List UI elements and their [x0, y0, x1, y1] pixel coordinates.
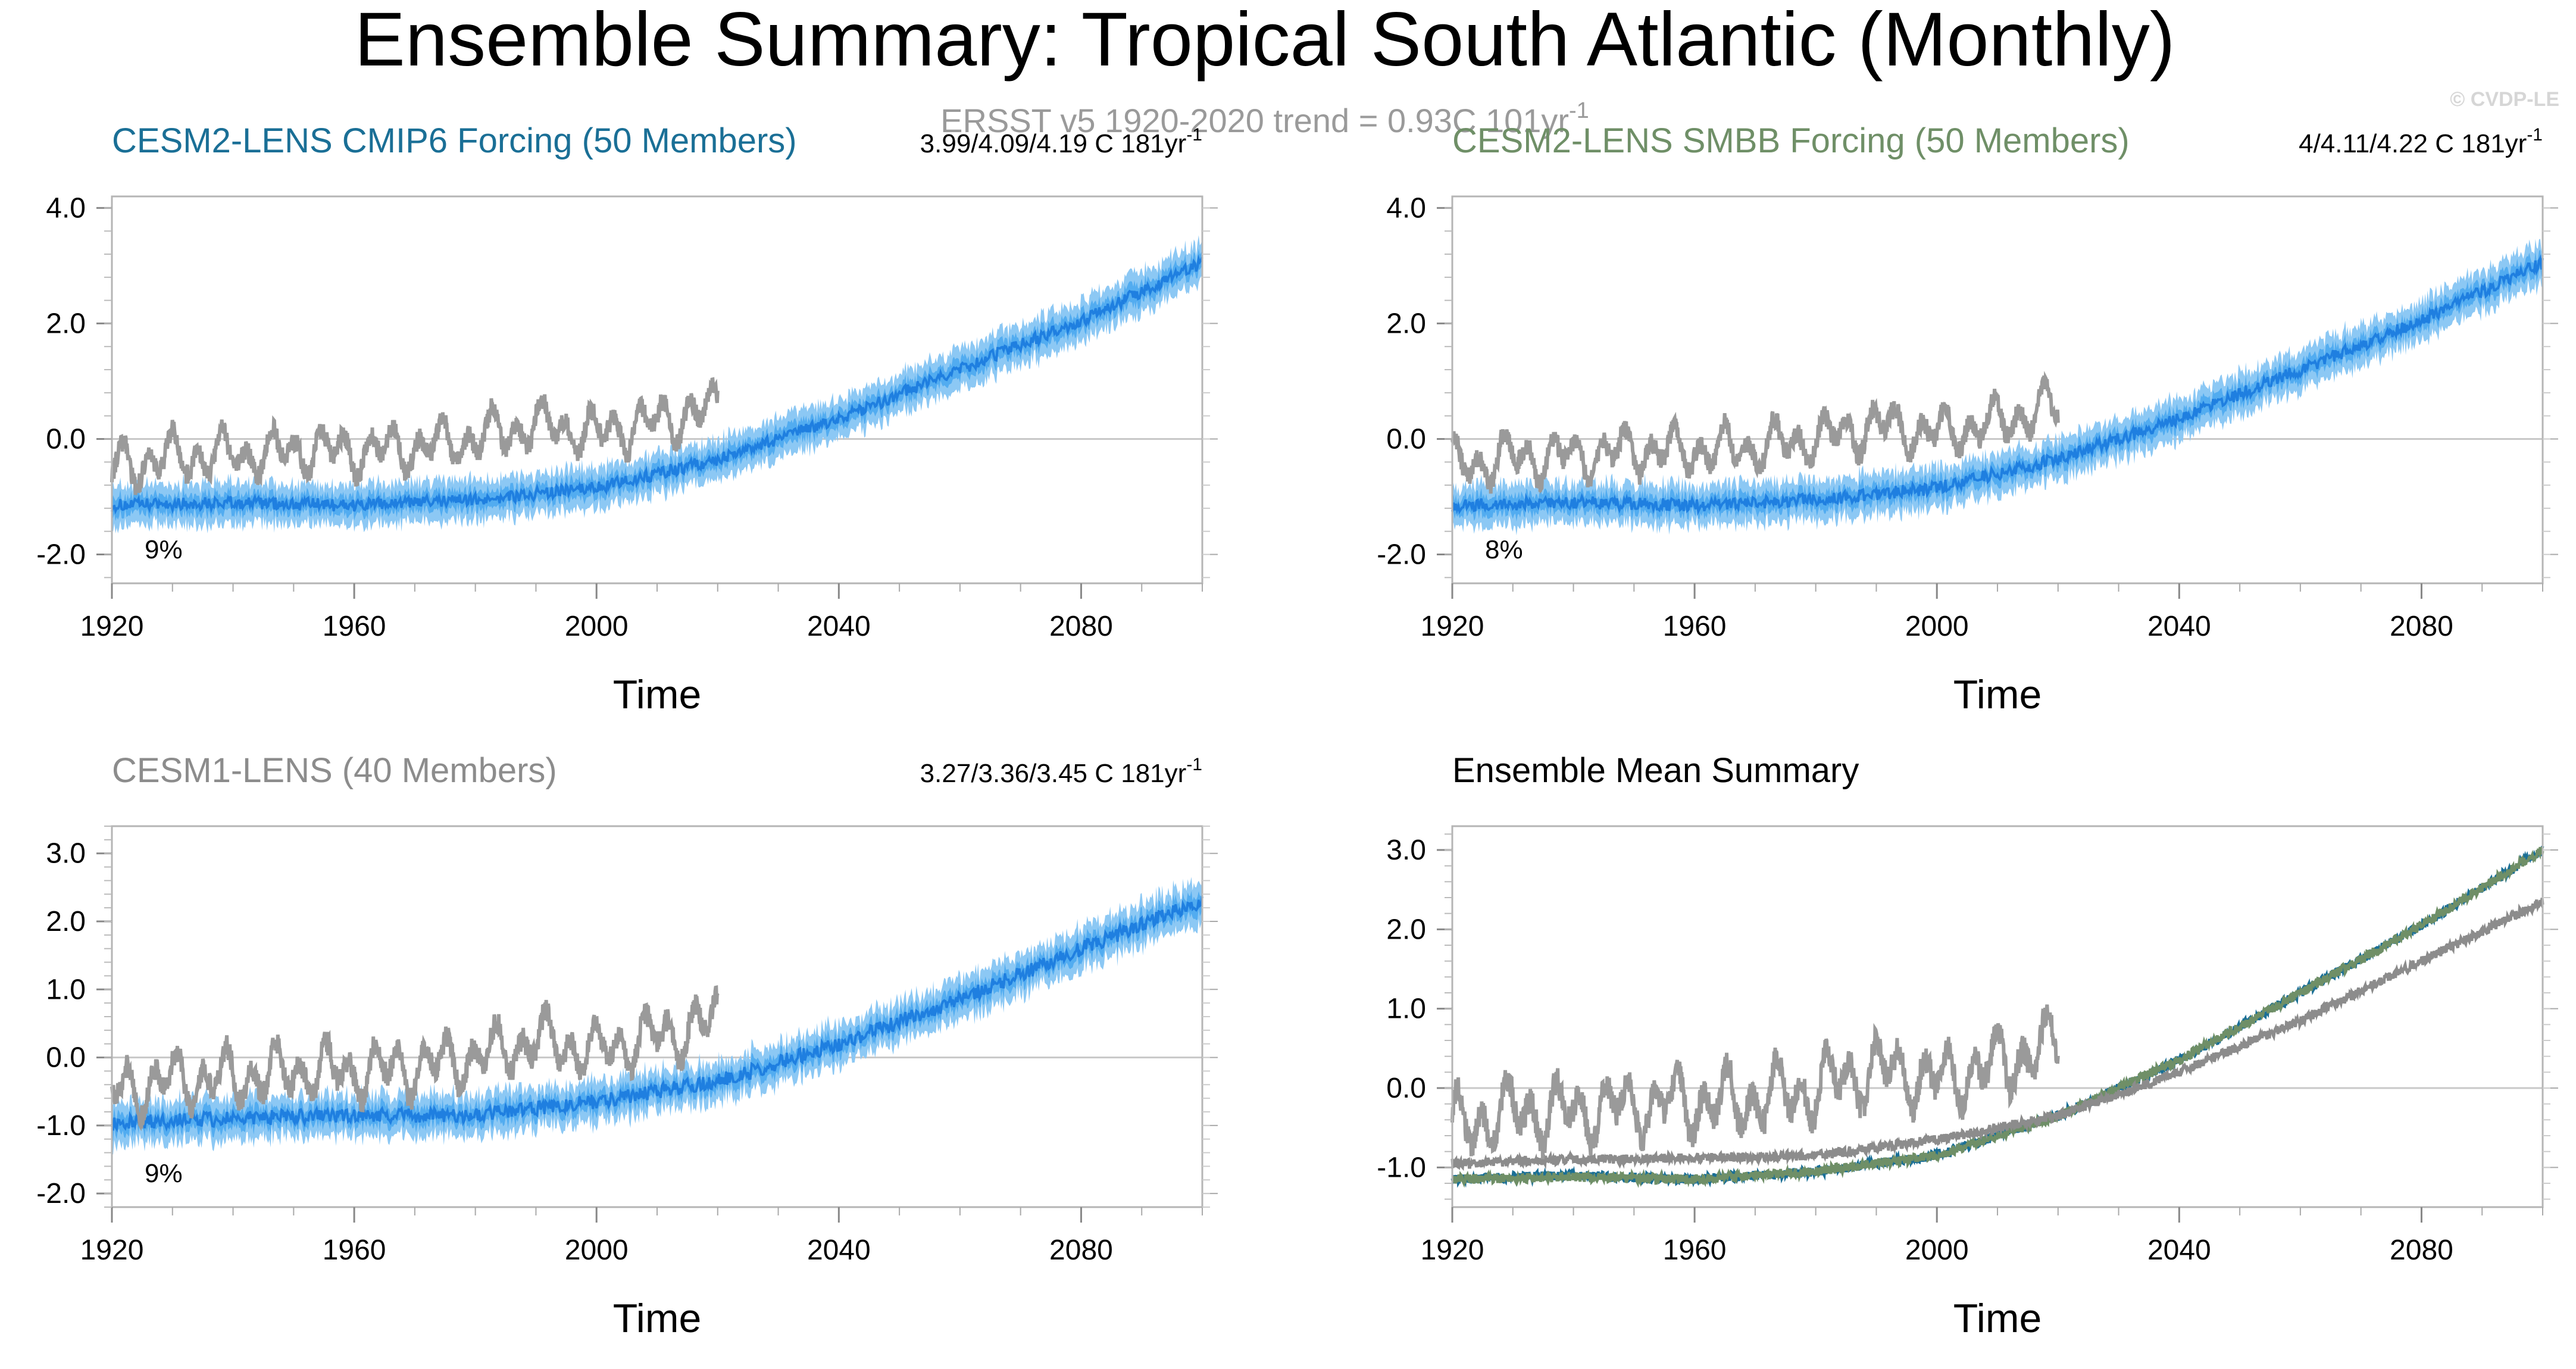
y-tick-label: 3.0	[46, 838, 86, 870]
x-tick-label: 2080	[2390, 611, 2453, 642]
cesm1-line	[1450, 898, 2544, 1171]
y-tick-label: 0.0	[46, 1042, 86, 1074]
x-tick-label: 2080	[1049, 611, 1113, 642]
ensemble-mean-line	[111, 254, 1203, 515]
ensemble-spread-band	[1452, 234, 2543, 536]
trend-label-sup: -1	[1186, 125, 1202, 145]
trend-label-text: 4/4.11/4.22 C 181yr	[2299, 129, 2527, 158]
y-tick-label: 3.0	[1386, 834, 1426, 866]
y-tick-label: 2.0	[46, 308, 86, 339]
y-tick-label: -2.0	[1377, 539, 1426, 570]
x-tick-label: 2080	[1049, 1234, 1113, 1266]
x-tick-label: 1960	[323, 1234, 386, 1266]
y-tick-label: -2.0	[36, 539, 86, 570]
ensemble-range-band	[112, 248, 1202, 521]
panel-title: CESM2-LENS SMBB Forcing (50 Members)	[1452, 121, 2130, 160]
ensemble-range-band	[1452, 247, 2543, 522]
x-tick-label: 1960	[1663, 611, 1727, 642]
percent-label: 9%	[145, 1159, 183, 1188]
panel-2: 1920 1960 2000 2040 2080 -2.0 0.0 2.0 4.0 CESM2-L…	[1377, 121, 2558, 717]
y-tick-label: -2.0	[36, 1178, 86, 1209]
ensemble-spread-band	[112, 235, 1202, 534]
percent-label: 8%	[1485, 535, 1523, 564]
observations-line	[110, 377, 720, 495]
panel-title: CESM1-LENS (40 Members)	[112, 751, 557, 790]
x-tick-label: 2000	[1905, 611, 1969, 642]
percent-label: 9%	[145, 535, 183, 564]
observations-line	[1450, 1004, 2060, 1159]
ensemble-mean-line	[111, 896, 1203, 1133]
x-tick-label: 2040	[2147, 611, 2211, 642]
y-tick-label: -1.0	[1377, 1152, 1426, 1183]
trend-label: 3.27/3.36/3.45 C 181yr-1	[920, 755, 1202, 788]
observations-line	[1450, 371, 2060, 495]
x-tick-label: 2040	[807, 1234, 871, 1266]
y-tick-label: 4.0	[46, 192, 86, 224]
panel-1: 1920 1960 2000 2040 2080 -2.0 0.0 2.0 4.0 CESM2-L…	[36, 121, 1218, 717]
y-tick-label: 2.0	[1386, 308, 1426, 339]
ensemble-mean-line	[1451, 254, 2544, 516]
x-axis-label: Time	[613, 1296, 702, 1341]
y-tick-label: 0.0	[1386, 1073, 1426, 1104]
panel-4: 1920 1960 2000 2040 2080 -1.0 0.0 1.0 2.0 3.0 Ense…	[1377, 751, 2558, 1341]
x-tick-label: 2040	[807, 611, 871, 642]
trend-label-sup: -1	[2527, 125, 2543, 145]
x-tick-label: 2000	[1905, 1234, 1969, 1266]
panel-3: 1920 1960 2000 2040 2080 -2.0 -1.0 0.0 1.0 2.0 3.0…	[36, 751, 1218, 1341]
plot-frame	[1451, 825, 2544, 1208]
x-tick-label: 1960	[323, 611, 386, 642]
x-axis-label: Time	[1953, 1296, 2042, 1341]
trend-label-sup: -1	[1186, 755, 1202, 774]
y-tick-label: 0.0	[1386, 423, 1426, 455]
panels: 1920 1960 2000 2040 2080 -2.0 0.0 2.0 4.0 CESM2-L…	[36, 121, 2558, 1341]
y-tick-label: 1.0	[46, 974, 86, 1005]
plot-frame	[1451, 195, 2544, 585]
x-tick-label: 2000	[565, 1234, 629, 1266]
x-axis-label: Time	[613, 672, 702, 717]
panel-title: CESM2-LENS CMIP6 Forcing (50 Members)	[112, 121, 797, 160]
y-tick-label: 1.0	[1386, 993, 1426, 1025]
y-tick-label: 4.0	[1386, 192, 1426, 224]
plot-frame	[111, 825, 1203, 1208]
y-tick-label: 2.0	[46, 906, 86, 937]
x-axis-label: Time	[1953, 672, 2042, 717]
x-tick-label: 1920	[1421, 611, 1484, 642]
trend-label: 3.99/4.09/4.19 C 181yr-1	[920, 125, 1202, 158]
y-tick-label: -1.0	[36, 1110, 86, 1142]
x-tick-label: 1920	[80, 1234, 144, 1266]
y-tick-label: 2.0	[1386, 914, 1426, 945]
x-tick-label: 2000	[565, 611, 629, 642]
observations-line	[110, 985, 720, 1132]
figure-title: Ensemble Summary: Tropical South Atlanti…	[355, 0, 2175, 82]
trend-label: 4/4.11/4.22 C 181yr-1	[2299, 125, 2543, 158]
copyright-note: © CVDP-LE	[2450, 88, 2559, 111]
trend-label-text: 3.99/4.09/4.19 C 181yr	[920, 129, 1187, 158]
plot-frame	[111, 195, 1203, 585]
x-tick-label: 2080	[2390, 1234, 2453, 1266]
x-tick-label: 1920	[1421, 1234, 1484, 1266]
x-tick-label: 2040	[2147, 1234, 2211, 1266]
x-tick-label: 1960	[1663, 1234, 1727, 1266]
cesm2_smbb-line	[1451, 846, 2544, 1188]
x-tick-label: 1920	[80, 611, 144, 642]
obs-trend-note-sup: -1	[1569, 98, 1589, 123]
trend-label-text: 3.27/3.36/3.45 C 181yr	[920, 759, 1187, 788]
obs-trend-note-text: ERSST v5 1920-2020 trend = 0.93C 101yr	[940, 102, 1569, 139]
obs-trend-note: ERSST v5 1920-2020 trend = 0.93C 101yr-1	[940, 98, 1589, 139]
y-tick-label: 0.0	[46, 423, 86, 455]
panel-title: Ensemble Mean Summary	[1452, 751, 1859, 790]
